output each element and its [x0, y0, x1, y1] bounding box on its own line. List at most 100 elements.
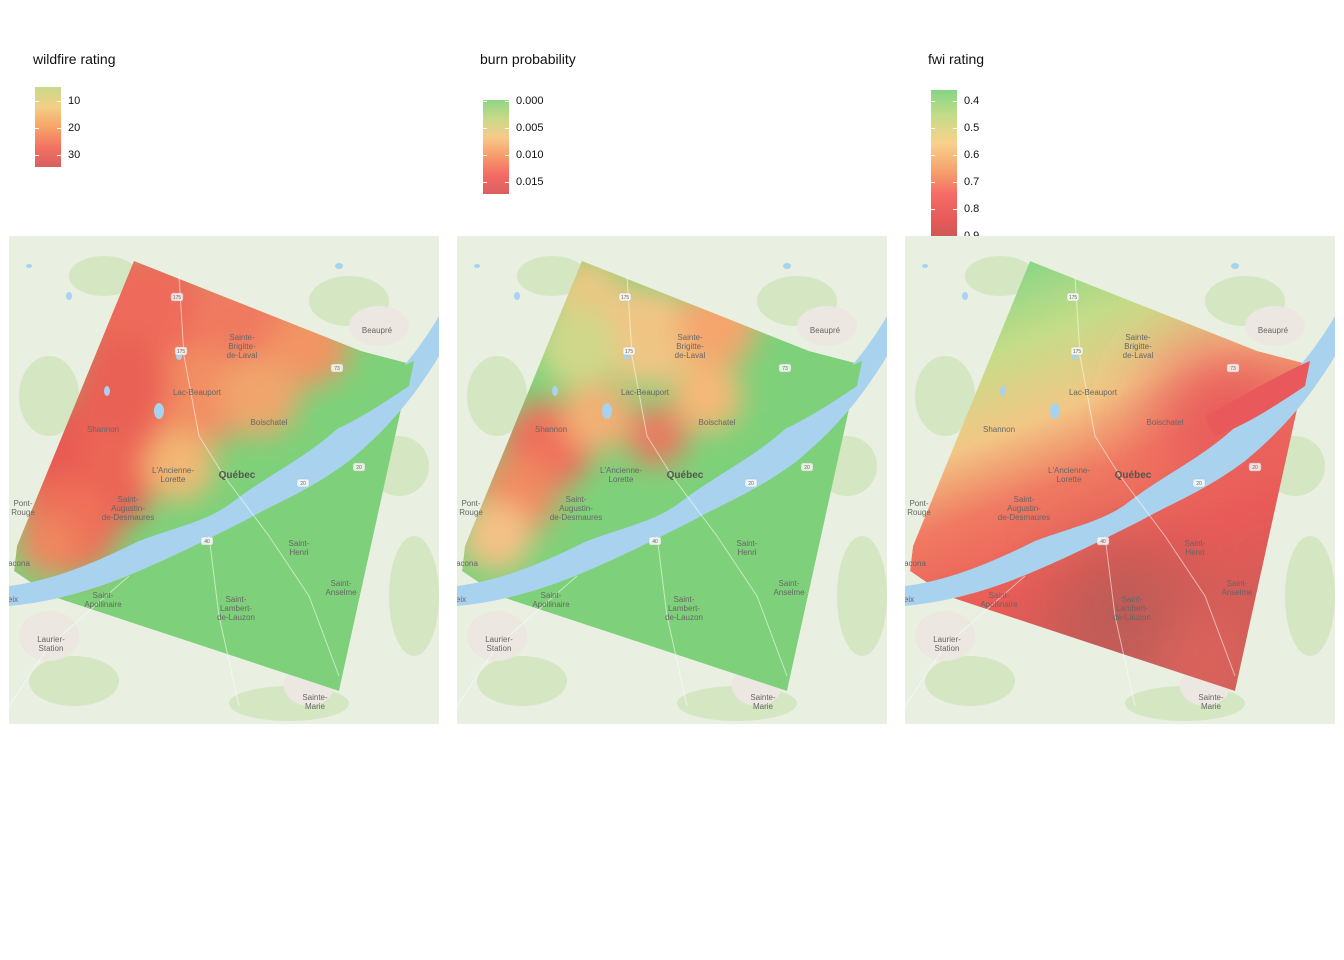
- legend-tick-mark: [57, 128, 61, 129]
- map-label-saint-augustin-1: Saint-: [118, 495, 139, 504]
- legend-tick-label: 0.000: [516, 95, 544, 107]
- map-label-lac-beauport: Lac-Beauport: [1069, 388, 1118, 397]
- legend-tick-mark: [953, 182, 957, 183]
- map-label-sainte-brigitte-3: de-Laval: [1123, 351, 1154, 360]
- map-label-ancienne-lorette-1: L'Ancienne-: [600, 466, 642, 475]
- map-label-saint-henri-1: Saint-: [289, 539, 310, 548]
- svg-text:73: 73: [1230, 366, 1236, 372]
- map-view[interactable]: Beaupré Sainte- Brigitte-de-Laval Lac-Beaup…: [457, 236, 887, 724]
- basemap-lakes: [922, 263, 1239, 419]
- route-shield-20: 20: [1192, 478, 1206, 488]
- svg-text:20: 20: [804, 465, 810, 471]
- route-shield-175: 175: [618, 292, 632, 302]
- route-shield-20: 20: [352, 462, 366, 472]
- legend-tick-label: 0.4: [964, 95, 980, 107]
- svg-text:175: 175: [621, 295, 630, 301]
- map-label-saint-apollinaire-2: Apollinaire: [980, 600, 1018, 609]
- map-view[interactable]: Beaupré Sainte- Brigitte-de-Laval Lac-Beaup…: [9, 236, 439, 724]
- map-label-quebec: Québec: [219, 470, 256, 481]
- route-shield-175: 175: [170, 292, 184, 302]
- map-label-saint-henri-2: Henri: [289, 548, 308, 557]
- map-label-laurier-station-1: Laurier-: [933, 635, 961, 644]
- map-label-saint-lambert-3: de-Lauzon: [665, 613, 703, 622]
- legend-tick-label: 30: [68, 149, 81, 161]
- legend-tick-label: 0.7: [964, 176, 980, 188]
- legend-tick-mark: [931, 128, 935, 129]
- map-svg: BeaupréSainte-Brigitte-de-LavalLac-Beaup…: [905, 236, 1335, 724]
- map-label-pont-rouge-2: Rouge: [11, 508, 35, 517]
- map-label-pont-rouge-1: Pont-: [461, 499, 480, 508]
- map-view[interactable]: Beaupré Sainte- Brigitte-de-Laval Lac-Beaup…: [905, 236, 1335, 724]
- legend-tick-mark: [953, 155, 957, 156]
- data-overlay: [14, 261, 411, 691]
- map-label-saint-lambert-1: Saint-: [674, 595, 695, 604]
- route-shield-20: 20: [800, 462, 814, 472]
- map-label-boischatel: Boischatel: [1147, 418, 1184, 427]
- svg-text:20: 20: [356, 465, 362, 471]
- map-label-donnacona: acona: [905, 559, 926, 568]
- svg-text:20: 20: [748, 481, 754, 487]
- svg-text:40: 40: [204, 539, 210, 545]
- map-label-saint-henri-1: Saint-: [737, 539, 758, 548]
- ile-orleans: [309, 361, 414, 436]
- map-label-sainte-marie-1: Sainte-: [1198, 693, 1224, 702]
- map-label-saint-lambert-3: de-Lauzon: [1113, 613, 1151, 622]
- map-label-sainte-brigitte-2: Brigitte-: [228, 342, 256, 351]
- legend-tick-mark: [483, 101, 487, 102]
- map-label-pont-rouge-1: Pont-: [909, 499, 928, 508]
- legend-tick-mark: [35, 155, 39, 156]
- map-label-saint-lambert-2: Lambert-: [220, 604, 252, 613]
- legend-tick-mark: [505, 128, 509, 129]
- route-shield-20: 20: [744, 478, 758, 488]
- map-svg: BeaupréSainte-Brigitte-de-LavalLac-Beaup…: [9, 236, 439, 724]
- legend-title: fwi rating: [928, 51, 985, 67]
- fwi-rating-panel: fwi rating0.40.50.60.70.80.9BeaupréSaint…: [905, 0, 1335, 960]
- legend-tick-mark: [931, 101, 935, 102]
- legend-tick-mark: [505, 182, 509, 183]
- map-label-shannon: Shannon: [87, 425, 119, 434]
- map-label-sainte-marie-2: Marie: [1201, 702, 1222, 711]
- route-shield-73: 73: [778, 363, 792, 373]
- map-label-saint-lambert-3: de-Lauzon: [217, 613, 255, 622]
- svg-text:73: 73: [782, 366, 788, 372]
- map-label-lac-beauport: Lac-Beauport: [621, 388, 670, 397]
- legend-colorbar: [35, 87, 61, 167]
- map-label-edge-label: eix: [9, 595, 18, 604]
- map-label-saint-augustin-1: Saint-: [1014, 495, 1035, 504]
- legend-tick-mark: [931, 155, 935, 156]
- legend-title: burn probability: [480, 51, 576, 67]
- legend-tick-label: 0.010: [516, 149, 544, 161]
- map-label-pont-rouge-2: Rouge: [459, 508, 483, 517]
- map-label-laurier-station-2: Station: [935, 644, 960, 653]
- legend-colorbar: [931, 90, 957, 248]
- svg-text:175: 175: [1073, 349, 1082, 355]
- map-label-saint-augustin-2: Augustin-: [1007, 504, 1041, 513]
- map-label-sainte-marie-2: Marie: [753, 702, 774, 711]
- basemap-lakes: [26, 263, 343, 419]
- map-label-saint-augustin-2: Augustin-: [111, 504, 145, 513]
- map-label-edge-label: eix: [457, 595, 466, 604]
- legend-tick-label: 0.6: [964, 149, 980, 161]
- map-label-saint-apollinaire-2: Apollinaire: [532, 600, 570, 609]
- svg-text:175: 175: [1069, 295, 1078, 301]
- map-label-sainte-marie-2: Marie: [305, 702, 326, 711]
- map-label-saint-henri-2: Henri: [737, 548, 756, 557]
- map-label-sainte-brigitte-3: de-Laval: [675, 351, 706, 360]
- legend-tick-mark: [35, 128, 39, 129]
- svg-text:20: 20: [1196, 481, 1202, 487]
- ile-orleans: [1205, 361, 1310, 436]
- river-st-lawrence: [457, 316, 887, 606]
- map-label-ancienne-lorette-2: Lorette: [609, 475, 634, 484]
- map-label-sainte-marie-1: Sainte-: [302, 693, 328, 702]
- basemap-urban: [915, 306, 1305, 706]
- svg-text:175: 175: [625, 349, 634, 355]
- route-shield-175: 175: [622, 346, 636, 356]
- legend-tick-mark: [483, 128, 487, 129]
- map-label-boischatel: Boischatel: [251, 418, 288, 427]
- legend-tick-mark: [483, 182, 487, 183]
- route-shield-40: 40: [1096, 536, 1110, 546]
- legend-tick-label: 0.015: [516, 176, 544, 188]
- map-label-quebec: Québec: [1115, 470, 1152, 481]
- river-st-lawrence: [9, 316, 439, 606]
- legend-tick-label: 0.005: [516, 122, 544, 134]
